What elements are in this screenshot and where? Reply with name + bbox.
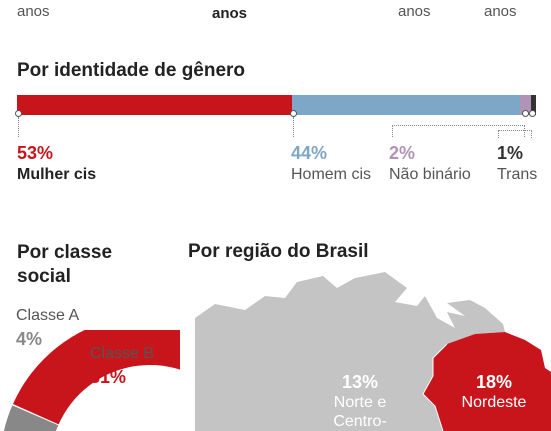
region-label-norte-line2: Centro-Oeste	[333, 413, 387, 430]
age-label-3: anos	[398, 3, 431, 20]
gender-stacked-bar	[17, 95, 536, 115]
social-class-title-line2: social	[17, 266, 71, 287]
gender-pct-nao-binario: 2%	[389, 143, 416, 163]
donut-segment-classe-a	[3, 405, 59, 431]
marker-trans	[529, 110, 536, 117]
region-label-norte-line1: Norte e	[333, 394, 387, 411]
region-pct-norte-centro-oeste: 13%	[341, 372, 379, 392]
gender-bar-segment-mulher-cis	[17, 95, 293, 115]
donut-segment-classe-b	[12, 330, 180, 425]
gender-label-nao-binario: Não binário	[389, 166, 471, 183]
class-pct-a: 4%	[16, 329, 43, 349]
gender-pct-mulher-cis: 53%	[17, 143, 54, 163]
social-class-donut	[3, 330, 180, 431]
leader-homem-cis	[293, 117, 294, 137]
region-label-nordeste: Nordeste	[461, 394, 527, 411]
marker-nao-binario	[522, 110, 529, 117]
map-label-nordeste: 18% Nordeste	[452, 372, 536, 412]
map-label-norte-centro-oeste: 13% Norte e Centro-Oeste	[318, 372, 402, 431]
class-label-b: Classe B	[90, 345, 155, 362]
region-pct-nordeste: 18%	[475, 372, 513, 392]
gender-label-mulher-cis: Mulher cis	[17, 166, 97, 183]
brazil-map	[195, 272, 551, 431]
region-title: Por região do Brasil	[188, 241, 369, 262]
class-pct-b: 31%	[90, 367, 127, 387]
marker-homem-cis	[290, 110, 297, 117]
map-region-norte-centro-oeste	[195, 272, 505, 431]
gender-label-homem-cis: Homem cis	[291, 166, 372, 183]
class-label-a: Classe A	[16, 307, 80, 324]
gender-bar-segment-homem-cis	[292, 95, 521, 115]
gender-pct-trans: 1%	[497, 143, 524, 163]
leader-trans	[498, 130, 532, 138]
gender-section-title: Por identidade de gênero	[17, 60, 246, 81]
age-label-1: anos	[17, 3, 50, 20]
gender-label-trans: Trans	[497, 166, 538, 183]
gender-bar-segment-trans	[530, 95, 536, 115]
leader-nao-binario	[392, 125, 525, 137]
social-class-title-line1: Por classe	[17, 242, 113, 263]
gender-bar-segment-nao-binario	[520, 95, 531, 115]
map-border-line	[422, 343, 448, 431]
leader-mulher-cis	[18, 117, 19, 137]
gender-pct-homem-cis: 44%	[291, 143, 328, 163]
age-label-4: anos	[484, 3, 517, 20]
map-region-nordeste	[423, 332, 551, 431]
age-label-2: anos	[212, 5, 248, 22]
marker-mulher-cis	[15, 110, 22, 117]
